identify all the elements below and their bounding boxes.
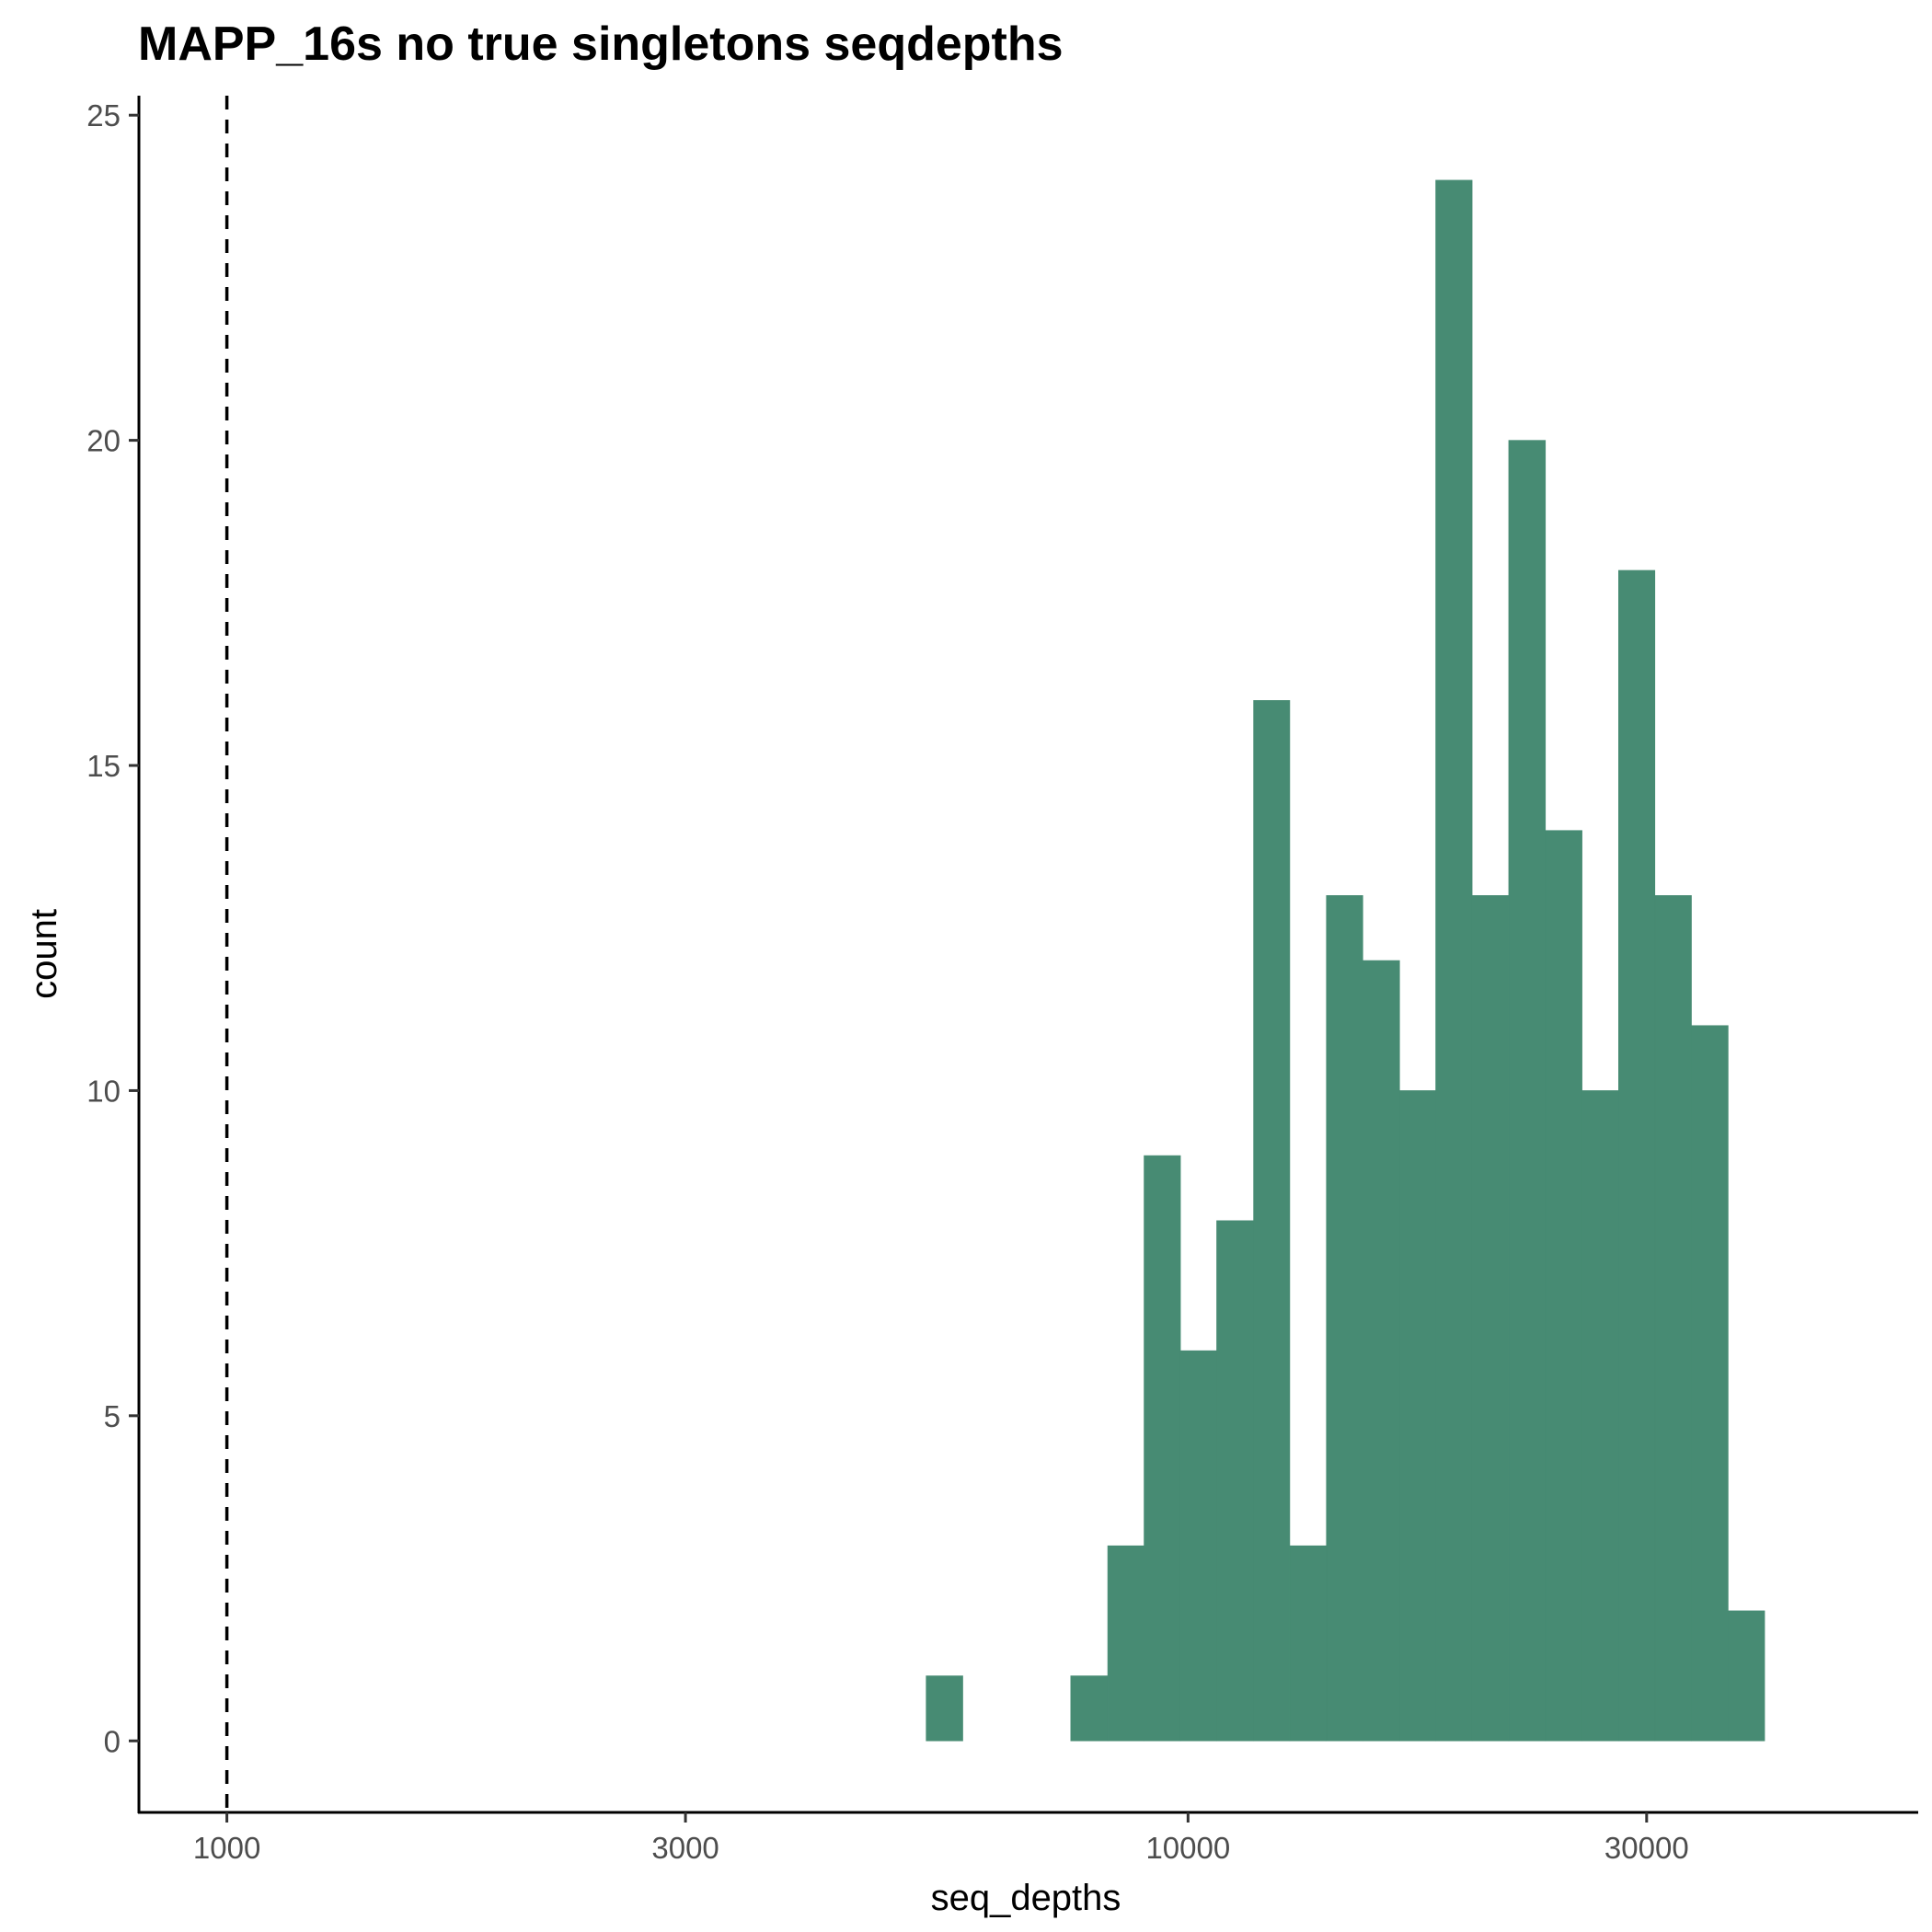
- y-tick-label: 25: [86, 98, 121, 132]
- histogram-bar: [1363, 960, 1400, 1742]
- histogram-bar: [1618, 569, 1656, 1742]
- histogram-bar: [1581, 1090, 1619, 1742]
- histogram-bar: [1144, 1155, 1181, 1742]
- histogram-bar: [1107, 1545, 1144, 1742]
- histogram-bar: [1435, 179, 1473, 1742]
- histogram-bar: [1471, 895, 1510, 1742]
- histogram-bar: [1326, 895, 1363, 1742]
- histogram-bar: [1216, 1220, 1254, 1742]
- axes: 0 5 10 15 20 25 1000 3000 10000 30000: [86, 96, 1918, 1865]
- y-tick-label: 15: [86, 749, 121, 783]
- y-tick-label: 10: [86, 1074, 121, 1108]
- histogram-bar: [1654, 895, 1692, 1742]
- histogram-bars: [926, 179, 1765, 1742]
- histogram-bar: [926, 1675, 963, 1742]
- y-axis-title: count: [24, 909, 64, 999]
- histogram-bar: [1545, 830, 1582, 1742]
- histogram-bar: [1399, 1090, 1436, 1742]
- x-tick-label: 10000: [1145, 1831, 1230, 1865]
- chart-title: MAPP_16s no true singletons seqdepths: [138, 17, 1064, 71]
- x-tick-label: 1000: [193, 1831, 260, 1865]
- histogram-bar: [1253, 700, 1291, 1742]
- histogram-bar: [1070, 1675, 1109, 1742]
- x-axis-title: seq_depths: [931, 1878, 1121, 1918]
- histogram-bar: [1179, 1350, 1217, 1742]
- histogram-bar: [1728, 1610, 1765, 1742]
- y-tick-label: 0: [104, 1724, 121, 1758]
- histogram-bar: [1508, 440, 1547, 1742]
- x-tick-label: 30000: [1604, 1831, 1689, 1865]
- x-tick-label: 3000: [651, 1831, 719, 1865]
- histogram-bar: [1289, 1545, 1328, 1742]
- histogram-bar: [1691, 1025, 1729, 1742]
- y-tick-label: 5: [104, 1399, 121, 1433]
- y-tick-label: 20: [86, 424, 121, 458]
